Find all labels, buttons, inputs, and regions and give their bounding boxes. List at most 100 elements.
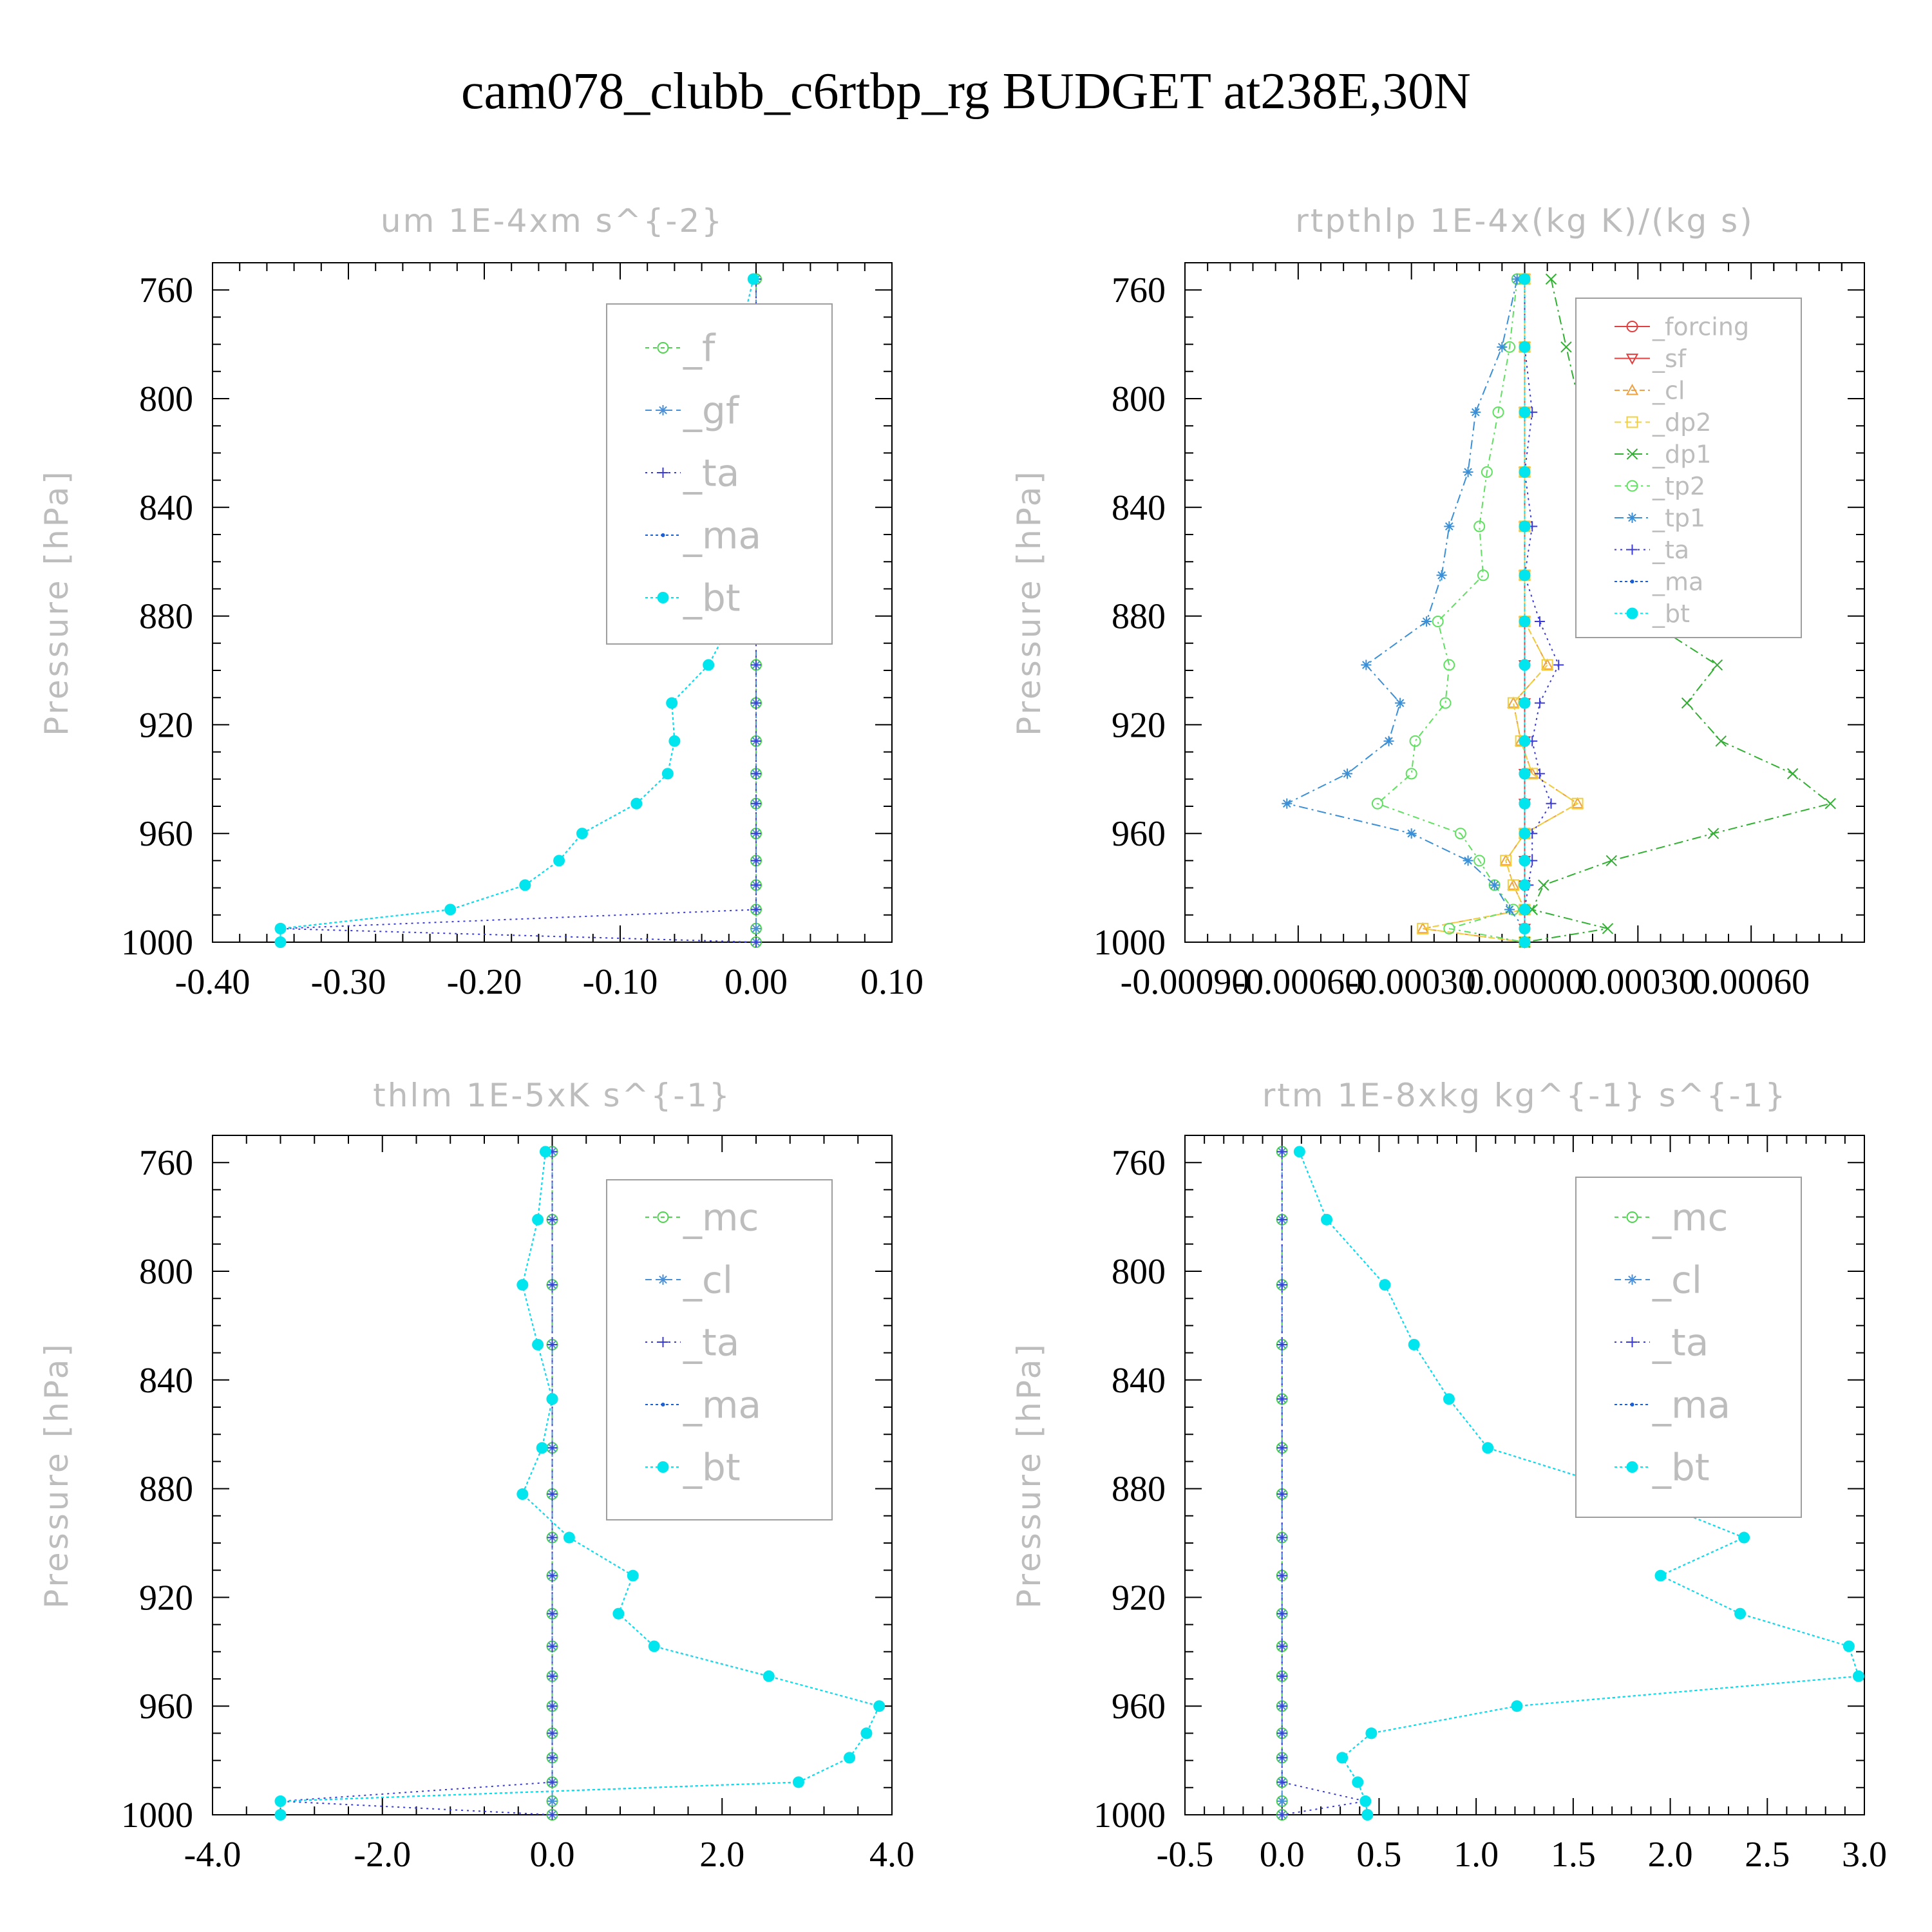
data-point_tp1	[1342, 768, 1353, 779]
series-line_dp2	[1423, 279, 1579, 943]
legend-marker_cl	[1627, 1274, 1638, 1285]
data-point_tp2	[1409, 735, 1421, 747]
data-point_ta	[547, 1339, 558, 1350]
data-point_tp1	[1282, 798, 1293, 809]
data-point_ta	[547, 1777, 558, 1788]
data-point_dp1	[1824, 798, 1836, 810]
y-tick-label: 760	[1112, 270, 1166, 310]
data-point_bt	[1321, 1213, 1333, 1226]
legend-marker_bt	[657, 592, 669, 603]
legend-label_dp1: _dp1	[1652, 440, 1711, 468]
legend-marker_ma	[661, 1403, 665, 1406]
series_bt	[1519, 273, 1531, 948]
data-point_tp2	[1454, 828, 1466, 840]
legend-marker_forcing	[1626, 321, 1638, 332]
data-point_tp1	[1444, 521, 1455, 532]
legend: _mc _cl _ta _ma _bt	[1575, 1177, 1802, 1518]
legend-box	[1575, 1177, 1802, 1518]
data-point_bt	[630, 797, 643, 810]
legend-marker_cl	[658, 1274, 668, 1285]
data-point_tp1	[1463, 466, 1473, 477]
x-tick-label: -0.20	[447, 962, 522, 1002]
series_ta	[275, 1146, 558, 1820]
data-point_ta	[1534, 768, 1545, 779]
data-point_ta	[547, 1641, 558, 1652]
panel-title: thlm 1E-5xK s^{-1}	[373, 1077, 732, 1114]
data-point_bt	[648, 1640, 660, 1653]
y-tick-label: 800	[139, 379, 193, 419]
panel-4: rtm 1E-8xkg kg^{-1} s^{-1} Pressure [hPa]…	[1010, 1077, 1887, 1875]
data-point_bt	[1852, 1670, 1864, 1682]
x-tick-label: 0.00	[724, 962, 788, 1002]
data-point_tp2	[1443, 659, 1455, 671]
data-point_bt	[668, 735, 681, 747]
data-point_tp1	[1406, 828, 1417, 839]
plot-frame	[212, 262, 893, 943]
y-tick-label: 960	[1112, 1687, 1166, 1727]
x-tick-label: 2.0	[1648, 1835, 1693, 1875]
legend-marker_ta	[658, 1337, 668, 1347]
x-tick-label: 1.5	[1551, 1835, 1596, 1875]
data-point_bt	[1511, 1700, 1523, 1712]
legend: _mc _cl _ta _ma _bt	[606, 1179, 833, 1520]
data-point_ta	[751, 697, 761, 708]
x-tick-label: -0.5	[1157, 1835, 1214, 1875]
data-point_tp2	[1443, 922, 1455, 934]
data-point_bt	[1519, 697, 1531, 709]
data-point_ta	[751, 855, 761, 866]
data-point_tp1	[1383, 735, 1394, 746]
data-point_ta	[547, 1701, 558, 1712]
y-axis-label: Pressure [hPa]	[1010, 1341, 1048, 1609]
data-point_bt	[1519, 904, 1531, 916]
y-tick-label: 1000	[1094, 1795, 1166, 1835]
data-point_dp1	[1681, 697, 1693, 709]
series_bt	[274, 1146, 886, 1821]
series_ta	[1276, 1146, 1371, 1820]
data-point_bt	[576, 828, 588, 840]
data-point_ta	[1534, 697, 1545, 708]
data-point_ta	[547, 1608, 558, 1619]
x-tick-label: 0.5	[1356, 1835, 1401, 1875]
legend-label_ta: _ta	[683, 1320, 739, 1364]
data-point_tp2	[1432, 616, 1444, 628]
data-point_bt	[1519, 797, 1531, 810]
figure-title: cam078_clubb_c6rtbp_rg BUDGET at238E,30N	[461, 63, 1471, 120]
y-tick-label: 840	[139, 488, 193, 528]
y-tick-label: 920	[1112, 705, 1166, 745]
data-point_dp2	[1541, 659, 1553, 671]
legend-marker_bt	[1626, 607, 1638, 620]
data-point_dp2	[1500, 855, 1512, 867]
data-point_ta	[751, 735, 761, 746]
data-point_bt	[1519, 936, 1531, 948]
data-point_dp1	[1605, 855, 1618, 867]
data-point_bt	[703, 659, 715, 671]
data-point_dp1	[1545, 273, 1557, 285]
y-axis-label: Pressure [hPa]	[1010, 469, 1048, 736]
data-point_bt	[444, 904, 457, 916]
data-point_bt	[1336, 1752, 1349, 1764]
data-point_ta	[1276, 1214, 1287, 1225]
data-point_bt	[627, 1569, 639, 1582]
legend-label_cl: _cl	[683, 1258, 733, 1302]
data-point_bt	[1519, 616, 1531, 628]
x-tick-label: 0.10	[860, 962, 923, 1002]
x-tick-label: 0.00030	[1579, 962, 1696, 1002]
legend-label_ma: _ma	[683, 513, 761, 557]
data-point_cl	[1507, 878, 1520, 890]
legend-label_ma: _ma	[1652, 567, 1703, 596]
legend-label_mc: _mc	[683, 1195, 759, 1239]
data-point_ta	[1276, 1570, 1287, 1581]
legend: _f _gf _ta _ma _bt	[606, 303, 833, 645]
data-point_tp2	[1473, 520, 1486, 533]
data-point_bt	[546, 1393, 558, 1405]
legend: _forcing _sf _cl _dp2 _dp1 _tp2 _tp1 _ta _ma _bt	[1575, 298, 1802, 638]
data-point_bt	[1519, 855, 1531, 867]
data-point_bt	[274, 936, 287, 948]
data-point_tp1	[1421, 616, 1432, 627]
data-point_bt	[792, 1776, 804, 1788]
legend-marker_ta	[1627, 544, 1638, 555]
data-point_tp2	[1477, 569, 1490, 582]
data-point_ta	[1276, 1752, 1287, 1763]
data-point_cl	[1540, 658, 1554, 670]
legend-label_bt: _bt	[683, 1445, 741, 1489]
